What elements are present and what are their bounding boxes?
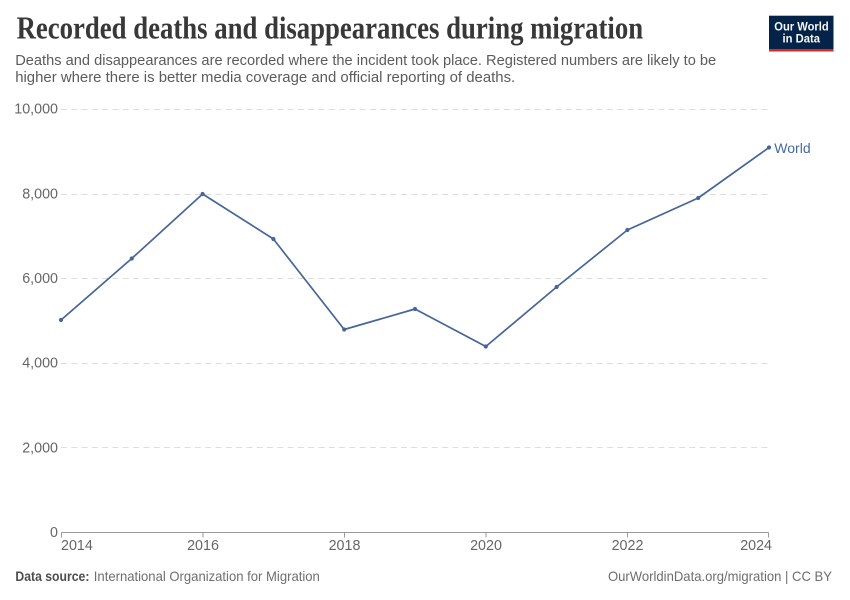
svg-text:2018: 2018 [329, 538, 361, 554]
svg-text:6,000: 6,000 [22, 271, 58, 287]
svg-text:Deaths and disappearances are: Deaths and disappearances are recorded w… [15, 52, 716, 69]
svg-text:Recorded deaths and disappeara: Recorded deaths and disappearances durin… [17, 10, 644, 45]
svg-text:10,000: 10,000 [14, 102, 58, 118]
svg-text:2014: 2014 [61, 538, 93, 554]
svg-text:OurWorldinData.org/migration |: OurWorldinData.org/migration | CC BY [608, 569, 832, 584]
svg-text:International Organization for: International Organization for Migration [94, 569, 320, 584]
svg-text:higher where there is better m: higher where there is better media cover… [15, 69, 515, 86]
svg-text:2,000: 2,000 [22, 440, 58, 456]
svg-text:8,000: 8,000 [22, 186, 58, 202]
svg-text:2022: 2022 [612, 538, 644, 554]
svg-text:World: World [774, 140, 810, 156]
svg-text:Data source:: Data source: [15, 569, 89, 584]
svg-text:in Data: in Data [783, 32, 821, 46]
svg-text:0: 0 [50, 525, 58, 541]
svg-text:Our World: Our World [774, 20, 828, 34]
svg-text:4,000: 4,000 [22, 356, 58, 372]
svg-text:2024: 2024 [740, 538, 772, 554]
svg-text:2020: 2020 [470, 538, 502, 554]
svg-text:2016: 2016 [187, 538, 219, 554]
